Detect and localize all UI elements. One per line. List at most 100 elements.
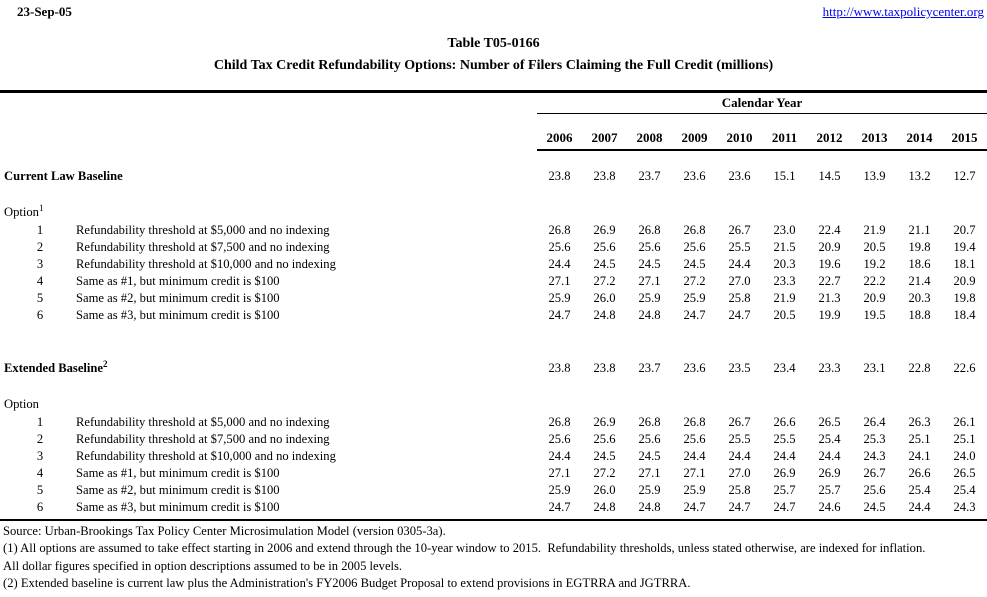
value-cell: 14.5 bbox=[818, 168, 841, 183]
value-cell: 24.7 bbox=[773, 499, 796, 514]
option-group-header-row: Option bbox=[0, 396, 987, 414]
option-label-cell: 2 Refundability threshold at $7,500 and n… bbox=[0, 431, 537, 448]
option-number: 3 bbox=[36, 448, 44, 463]
value-cell: 25.9 bbox=[548, 482, 571, 497]
value-cell: 25.5 bbox=[728, 431, 751, 446]
option-label-cell: 6 Same as #3, but minimum credit is $100 bbox=[0, 499, 537, 516]
option-row: 6 Same as #3, but minimum credit is $100 2… bbox=[0, 499, 987, 516]
value-cell: 26.7 bbox=[863, 465, 886, 480]
value-cell: 24.8 bbox=[638, 307, 661, 322]
value-cell: 23.3 bbox=[818, 360, 841, 375]
value-cell: 25.1 bbox=[908, 431, 931, 446]
year-column-header: 2014 bbox=[897, 113, 942, 151]
value-cell: 24.1 bbox=[908, 448, 931, 463]
option-label-cell: 6 Same as #3, but minimum credit is $100 bbox=[0, 307, 537, 324]
option-label-cell: 4 Same as #1, but minimum credit is $100 bbox=[0, 273, 537, 290]
value-cell: 18.6 bbox=[908, 256, 931, 271]
option-number: 4 bbox=[36, 273, 44, 288]
baseline-row: Current Law Baseline 23.8 23.8 23.7 23.6 23.6… bbox=[0, 168, 987, 185]
value-cell: 26.5 bbox=[818, 414, 841, 429]
year-column-header: 2006 bbox=[537, 113, 582, 151]
value-cell: 25.9 bbox=[683, 290, 706, 305]
option-row: 3 Refundability threshold at $10,000 and … bbox=[0, 448, 987, 465]
value-cell: 25.5 bbox=[728, 239, 751, 254]
value-cell: 21.5 bbox=[773, 239, 796, 254]
value-cell: 23.8 bbox=[593, 360, 616, 375]
value-cell: 25.6 bbox=[863, 482, 886, 497]
value-cell: 20.3 bbox=[773, 256, 796, 271]
value-cell: 26.9 bbox=[818, 465, 841, 480]
value-cell: 21.4 bbox=[908, 273, 931, 288]
option-description: Refundability threshold at $5,000 and no… bbox=[76, 414, 330, 429]
spacer-cell bbox=[0, 377, 987, 396]
source-note: Source: Urban-Brookings Tax Policy Cente… bbox=[3, 524, 446, 538]
value-cell: 19.9 bbox=[818, 307, 841, 322]
baseline-label: Current Law Baseline bbox=[0, 168, 537, 185]
value-cell: 23.5 bbox=[728, 360, 751, 375]
value-cell: 18.8 bbox=[908, 307, 931, 322]
baseline-row: Extended Baseline2 23.8 23.8 23.7 23.6 23.5 23… bbox=[0, 360, 987, 377]
value-cell: 23.3 bbox=[773, 273, 796, 288]
option-description: Refundability threshold at $7,500 and no… bbox=[76, 431, 330, 446]
report-date: 23-Sep-05 bbox=[17, 4, 72, 19]
spacer-row bbox=[0, 150, 987, 168]
value-cell: 24.8 bbox=[593, 307, 616, 322]
option-row: 1 Refundability threshold at $5,000 and n… bbox=[0, 414, 987, 431]
option-label-cell: 1 Refundability threshold at $5,000 and n… bbox=[0, 414, 537, 431]
value-cell: 25.9 bbox=[548, 290, 571, 305]
bottom-rule bbox=[0, 519, 987, 521]
spacer-row bbox=[0, 324, 987, 360]
value-cell: 24.4 bbox=[908, 499, 931, 514]
value-cell: 25.3 bbox=[863, 431, 886, 446]
option-number: 2 bbox=[36, 431, 44, 446]
value-cell: 23.7 bbox=[638, 360, 661, 375]
option-label-cell: 1 Refundability threshold at $5,000 and n… bbox=[0, 222, 537, 239]
year-column-header: 2012 bbox=[807, 113, 852, 151]
footnotes: Source: Urban-Brookings Tax Policy Cente… bbox=[3, 523, 987, 593]
spacer-cell bbox=[0, 150, 987, 168]
value-cell: 23.6 bbox=[728, 168, 751, 183]
value-cell: 26.9 bbox=[593, 414, 616, 429]
value-cell: 25.6 bbox=[548, 239, 571, 254]
option-label-cell: 5 Same as #2, but minimum credit is $100 bbox=[0, 290, 537, 307]
value-cell: 24.4 bbox=[818, 448, 841, 463]
value-cell: 12.7 bbox=[953, 168, 976, 183]
value-cell: 19.8 bbox=[953, 290, 976, 305]
option-description: Refundability threshold at $7,500 and no… bbox=[76, 239, 330, 254]
footnote-2: (2) Extended baseline is current law plu… bbox=[3, 576, 691, 591]
value-cell: 25.4 bbox=[818, 431, 841, 446]
value-cell: 24.5 bbox=[638, 448, 661, 463]
value-cell: 27.2 bbox=[593, 465, 616, 480]
value-cell: 25.6 bbox=[593, 239, 616, 254]
value-cell: 23.4 bbox=[773, 360, 796, 375]
value-cell: 25.6 bbox=[683, 239, 706, 254]
value-cell: 18.4 bbox=[953, 307, 976, 322]
taxpolicycenter-link[interactable]: http://www.taxpolicycenter.org bbox=[822, 4, 984, 19]
value-cell: 26.8 bbox=[548, 414, 571, 429]
value-cell: 23.0 bbox=[773, 222, 796, 237]
value-cell: 26.5 bbox=[953, 465, 976, 480]
value-cell: 22.2 bbox=[863, 273, 886, 288]
value-cell: 24.5 bbox=[683, 256, 706, 271]
option-description: Refundability threshold at $5,000 and no… bbox=[76, 222, 330, 237]
table-title: Child Tax Credit Refundability Options: … bbox=[213, 58, 774, 73]
option-number: 6 bbox=[36, 307, 44, 322]
refundability-table: Calendar Year 2006 2007 2008 2009 2010 2011 20… bbox=[0, 95, 987, 516]
option-group-label-text: Option bbox=[4, 205, 39, 219]
value-cell: 23.8 bbox=[548, 168, 571, 183]
value-cell: 26.1 bbox=[953, 414, 976, 429]
value-cell: 24.0 bbox=[953, 448, 976, 463]
value-cell: 26.3 bbox=[908, 414, 931, 429]
year-column-header: 2007 bbox=[582, 113, 627, 151]
value-cell: 25.9 bbox=[638, 290, 661, 305]
value-cell: 19.8 bbox=[908, 239, 931, 254]
value-cell: 24.7 bbox=[683, 499, 706, 514]
baseline-label: Extended Baseline2 bbox=[0, 360, 537, 377]
value-cell: 25.1 bbox=[953, 431, 976, 446]
value-cell: 25.9 bbox=[638, 482, 661, 497]
value-cell: 27.1 bbox=[638, 273, 661, 288]
option-label-cell: 2 Refundability threshold at $7,500 and n… bbox=[0, 239, 537, 256]
option-number: 1 bbox=[36, 414, 44, 429]
value-cell: 23.8 bbox=[548, 360, 571, 375]
value-cell: 23.6 bbox=[683, 360, 706, 375]
